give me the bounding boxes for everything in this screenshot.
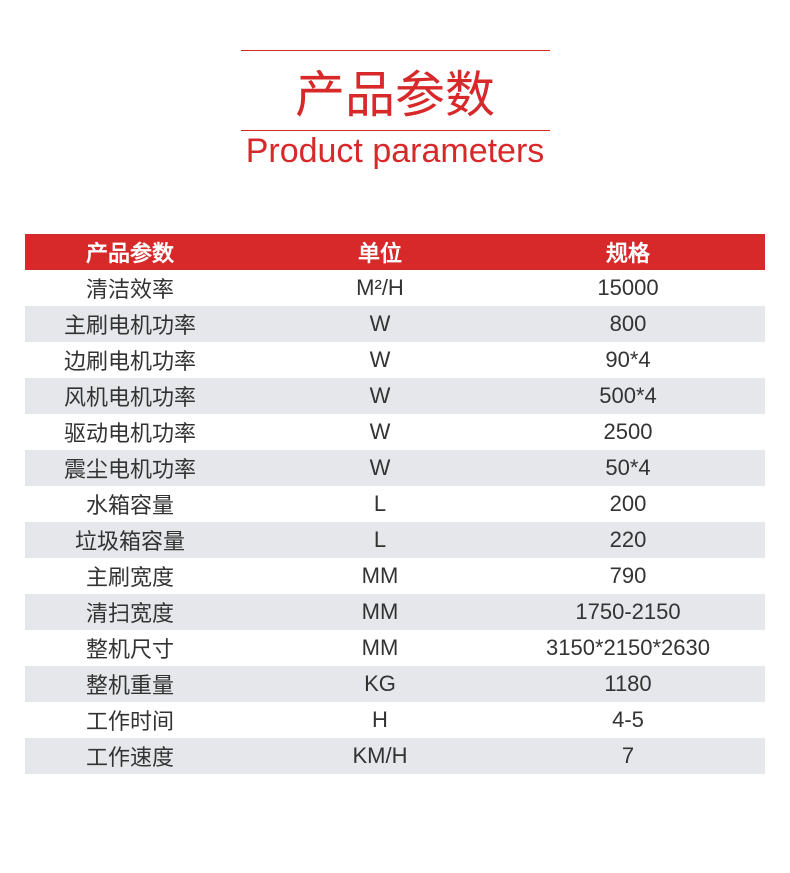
table-cell: 工作时间 (85, 710, 174, 735)
header-cell: 产品参数 (85, 242, 174, 267)
table-cell: 整机尺寸 (85, 638, 174, 663)
table-row: 驱动电机功率 W 2500 (25, 414, 765, 450)
table-cell: 800 (609, 311, 647, 336)
table-cell: 驱动电机功率 (63, 422, 196, 447)
table-row: 水箱容量 L 200 (25, 486, 765, 522)
table-cell: MM (361, 563, 399, 588)
table-cell: 清洁效率 (85, 278, 174, 303)
table-cell: W (369, 311, 391, 336)
table-cell: 1180 (604, 671, 652, 696)
table-cell: 整机重量 (85, 674, 174, 699)
table-row: 工作时间 H 4-5 (25, 702, 765, 738)
table-row: 震尘电机功率 W 50*4 (25, 450, 765, 486)
table-cell: KG (364, 671, 396, 696)
table-cell: H (372, 707, 388, 732)
table-cell: 90*4 (605, 347, 651, 372)
table-cell: 主刷电机功率 (63, 314, 196, 339)
page-subtitle: Product parameters (245, 132, 545, 170)
table-cell: 垃圾箱容量 (74, 530, 185, 555)
table-row: 整机尺寸 MM 3150*2150*2630 (25, 630, 765, 666)
table-cell: 1750-2150 (575, 599, 681, 624)
table-cell: 7 (621, 743, 635, 768)
table-row: 垃圾箱容量 L 220 (25, 522, 765, 558)
table-cell: 50*4 (605, 455, 651, 480)
table-cell: 震尘电机功率 (63, 458, 196, 483)
table-cell: W (369, 419, 391, 444)
table-cell: L (373, 491, 387, 516)
table-cell: 220 (609, 527, 647, 552)
table-cell: 4-5 (612, 707, 644, 732)
table-cell: 15000 (597, 275, 659, 300)
top-divider (241, 50, 550, 51)
table-row: 整机重量 KG 1180 (25, 666, 765, 702)
table-cell: 工作速度 (85, 746, 174, 771)
table-cell: 风机电机功率 (63, 386, 196, 411)
header-cell: 规格 (605, 242, 650, 267)
table-cell: 200 (609, 491, 647, 516)
table-cell: 3150*2150*2630 (546, 635, 710, 660)
table-header: 产品参数 单位 规格 (25, 234, 765, 270)
table-cell: MM (361, 599, 399, 624)
table-cell: M²/H (356, 275, 404, 300)
table-cell: W (369, 455, 391, 480)
table-row: 主刷电机功率 W 800 (25, 306, 765, 342)
table-row: 主刷宽度 MM 790 (25, 558, 765, 594)
table-row: 清扫宽度 MM 1750-2150 (25, 594, 765, 630)
middle-divider (241, 130, 550, 131)
table-row: 工作速度 KM/H 7 (25, 738, 765, 774)
table-cell: KM/H (352, 743, 408, 768)
header-cell: 单位 (357, 242, 402, 267)
table-cell: W (369, 347, 391, 372)
table-cell: 清扫宽度 (85, 602, 174, 627)
table-cell: 500*4 (599, 383, 657, 408)
table-row: 边刷电机功率 W 90*4 (25, 342, 765, 378)
parameters-table: 产品参数 单位 规格 清洁效率 M²/H 15000 主刷电机功率 W 800 边刷电机功率… (25, 234, 765, 774)
table-cell: MM (361, 635, 399, 660)
table-cell: 790 (609, 563, 647, 588)
table-row: 风机电机功率 W 500*4 (25, 378, 765, 414)
table-cell: 边刷电机功率 (63, 350, 196, 375)
table-cell: 2500 (603, 419, 653, 444)
table-cell: W (369, 383, 391, 408)
table-cell: 水箱容量 (85, 494, 174, 519)
table-cell: 主刷宽度 (85, 566, 174, 591)
table-row: 清洁效率 M²/H 15000 (25, 270, 765, 306)
page-title: 产品参数 (295, 66, 495, 124)
table-cell: L (373, 527, 387, 552)
